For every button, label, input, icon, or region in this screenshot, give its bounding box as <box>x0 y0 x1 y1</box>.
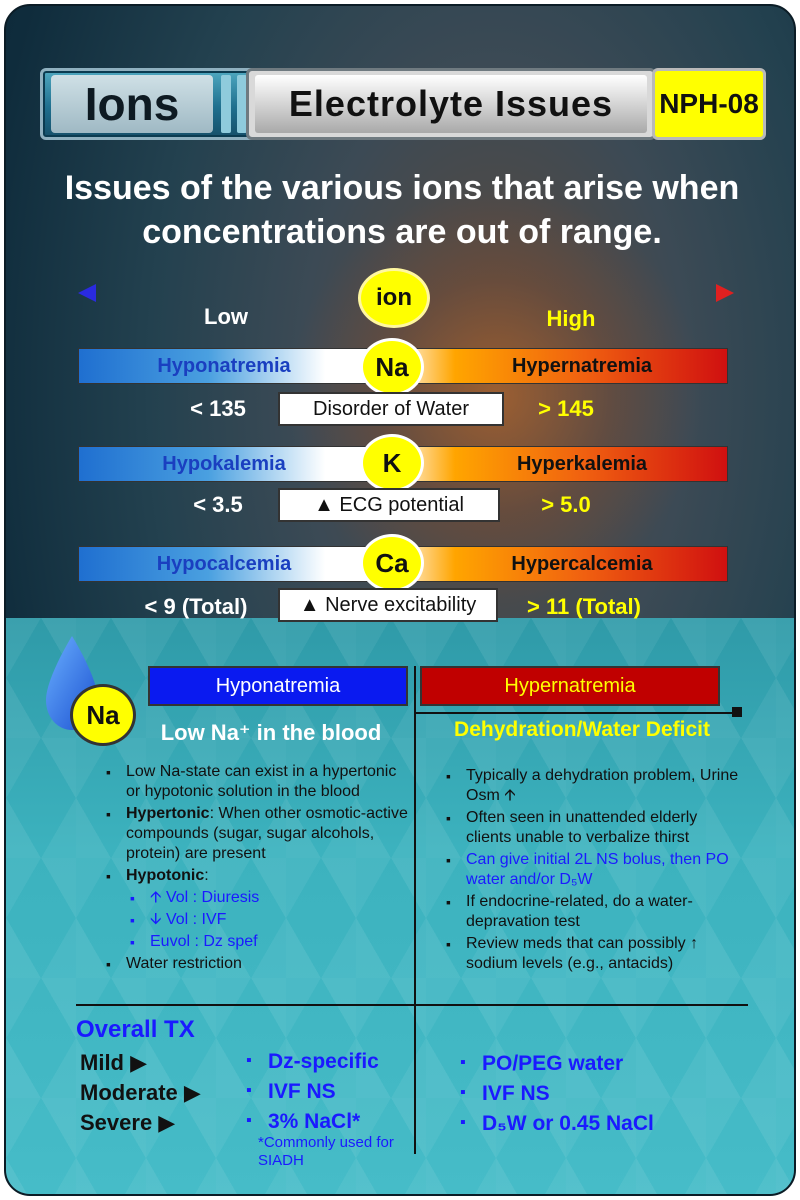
list-item: Hypertonic: When other osmotic-active co… <box>102 804 408 864</box>
header-code: NPH-08 <box>652 68 766 140</box>
hypernatremia-heading: Dehydration/Water Deficit <box>454 718 710 741</box>
calcium-high-range: > 11 (Total) <box>527 594 641 619</box>
list-item: 🡫 Vol : IVF <box>102 910 408 930</box>
list-item: Review meds that can possibly ↑ sodium l… <box>442 934 742 974</box>
hypo-treatment-mild: Dz-specific <box>246 1050 379 1074</box>
treatment-level-moderate: Moderate ▶ <box>80 1080 201 1105</box>
list-item: Typically a dehydration problem, Urine O… <box>442 766 742 806</box>
high-label: High <box>546 306 596 331</box>
potassium-circle: K <box>360 434 424 492</box>
header-title-box: Electrolyte Issues <box>246 68 656 140</box>
list-item: Often seen in unattended elderly clients… <box>442 808 742 848</box>
treatment-divider <box>76 1004 748 1006</box>
sodium-low-name: Hyponatremia <box>157 355 291 377</box>
right-top-divider <box>416 712 740 714</box>
header-ions-label: Ions <box>51 75 213 133</box>
header-separator <box>237 75 247 133</box>
hyper-treatment-moderate: IVF NS <box>460 1082 550 1106</box>
hyponatremia-list: Low Na-state can exist in a hypertonic o… <box>102 762 408 976</box>
hypernatremia-list: Typically a dehydration problem, Urine O… <box>442 766 742 976</box>
hyper-treatment-mild: PO/PEG water <box>460 1052 623 1076</box>
arrow-down-icon: 🡫 <box>150 911 166 928</box>
list-item: Hypotonic: <box>102 866 408 886</box>
potassium-high-range: > 5.0 <box>541 492 591 517</box>
arrow-up-icon: 🡩 <box>150 889 166 906</box>
treatment-level-severe: Severe ▶ <box>80 1110 176 1135</box>
hypo-treatment-severe: 3% NaCl* <box>246 1110 360 1134</box>
potassium-low-range: < 3.5 <box>193 492 243 517</box>
header-separator <box>221 75 231 133</box>
sodium-low-range: < 135 <box>190 396 246 421</box>
low-label: Low <box>204 304 248 329</box>
list-item: If endocrine-related, do a water-deprava… <box>442 892 742 932</box>
divider-end-marker <box>732 707 742 717</box>
calcium-low-name: Hypocalcemia <box>156 553 292 575</box>
potassium-note: ▲ ECG potential <box>278 488 500 522</box>
treatment-level-mild: Mild ▶ <box>80 1050 148 1075</box>
list-item: Can give initial 2L NS bolus, then PO wa… <box>442 850 742 890</box>
sodium-note: Disorder of Water <box>278 392 504 426</box>
potassium-high-name: Hyperkalemia <box>516 453 648 475</box>
sodium-high-name: Hypernatremia <box>511 355 653 377</box>
ion-circle: ion <box>358 268 430 328</box>
calcium-high-name: Hypercalcemia <box>511 553 653 575</box>
hypo-treatment-moderate: IVF NS <box>246 1080 336 1104</box>
sodium-circle: Na <box>360 338 424 396</box>
column-divider <box>414 666 416 1154</box>
treatment-heading: Overall TX <box>76 1016 195 1043</box>
treatment-footnote: *Commonly used for SIADH <box>258 1134 394 1169</box>
header-title: Electrolyte Issues <box>255 75 647 133</box>
arrow-up-icon: 🡩 <box>504 787 516 804</box>
hyponatremia-column-header: Hyponatremia <box>148 666 408 706</box>
list-item: Low Na-state can exist in a hypertonic o… <box>102 762 408 802</box>
sodium-high-range: > 145 <box>538 396 594 421</box>
potassium-low-name: Hypokalemia <box>162 453 286 475</box>
calcium-circle: Ca <box>360 534 424 592</box>
header-ions-tab: Ions <box>40 68 270 140</box>
list-item: Euvol : Dz spef <box>102 932 408 952</box>
list-item: Water restriction <box>102 954 408 974</box>
hyponatremia-heading: Low Na⁺ in the blood <box>160 720 382 745</box>
calcium-low-range: < 9 (Total) <box>144 594 248 619</box>
list-item: 🡩 Vol : Diuresis <box>102 888 408 908</box>
subtitle: Issues of the various ions that arise wh… <box>64 169 740 251</box>
infographic-card: Ions Electrolyte Issues NPH-08 Issues of… <box>4 4 796 1196</box>
calcium-note: ▲ Nerve excitability <box>278 588 498 622</box>
hyper-treatment-severe: D₅W or 0.45 NaCl <box>460 1112 654 1136</box>
hypernatremia-column-header: Hypernatremia <box>420 666 720 706</box>
detail-sodium-circle: Na <box>70 684 136 746</box>
